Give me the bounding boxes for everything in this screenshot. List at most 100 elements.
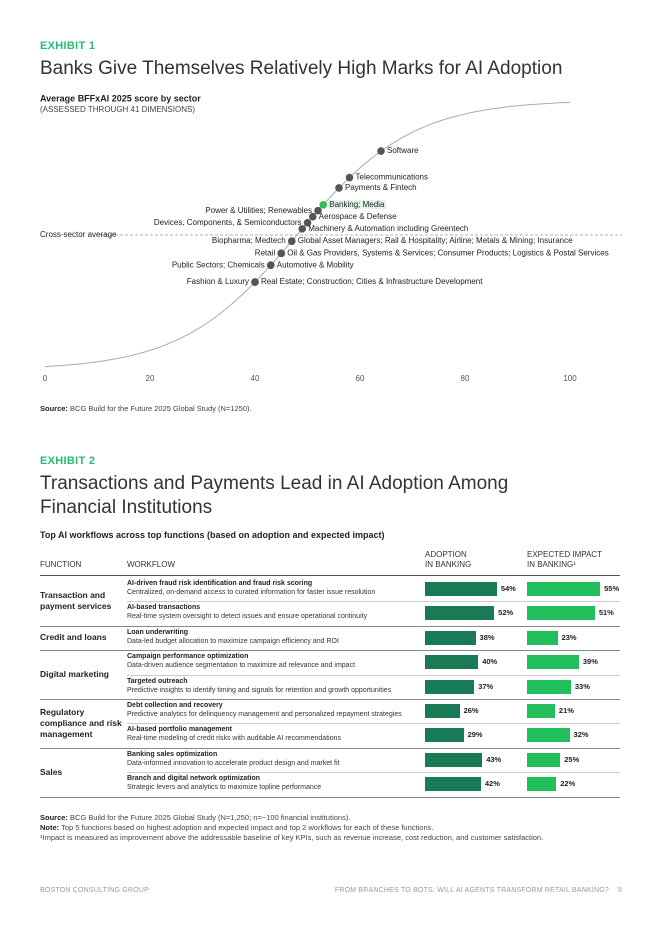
impact-label: 51% [598,608,614,618]
x-tick-label: 80 [461,374,470,383]
function-name: Credit and loans [40,626,122,650]
note-line: Note: Top 5 functions based on highest a… [40,823,640,833]
data-point [277,249,286,258]
label-highlight [328,199,386,209]
footer-left: BOSTON CONSULTING GROUP [40,887,149,894]
point-label: Fashion & Luxury [187,277,249,286]
workflow-name: Debt collection and recovery [127,702,223,709]
adoption-label: 40% [482,657,498,667]
impact-label: 23% [561,632,577,642]
adoption-label: 54% [500,584,516,593]
data-point [303,218,312,227]
row-rule [40,747,620,749]
point-label: Global Asset Managers; Rail & Hospitalit… [298,236,573,245]
x-tick-label: 100 [563,374,577,383]
workflow-name: Loan underwriting [127,628,189,636]
data-point [345,173,354,182]
data-point [287,237,296,245]
adoption-label: 52% [498,608,514,618]
workflow-name: Campaign performance optimization [127,653,249,661]
exhibit-title: Banks Give Themselves Relatively High Ma… [40,58,563,79]
workflow-description: Data-led budget allocation to maximize c… [127,637,339,645]
point-label: Real Estate; Construction; Cities & Infr… [261,277,483,286]
adoption-label: 29% [467,730,483,740]
row-rule [127,723,620,725]
workflow-description: Predictive analytics for delinquency man… [127,711,402,718]
table-title: Top AI workflows across top functions (b… [40,530,385,540]
workflow-description: Strategic levers and analytics to maximi… [127,784,322,792]
row-rule [40,650,620,652]
adoption-bar [425,655,479,670]
workflow-description: Real-time modeling of credit risks with … [127,735,341,743]
function-name: Regulatory compliance and risk managemen… [40,699,122,748]
note-label: Source: [40,813,68,822]
point-label: Banking; Media [329,200,385,209]
workflow-description: Data-informed innovation to accelerate p… [127,759,340,767]
page-number: 5 [617,887,622,894]
row-rule [40,796,620,798]
average-label: Cross-sector average [40,230,117,239]
header-rule [40,575,620,576]
note-text: BCG Build for the Future 2025 Global Stu… [70,404,252,413]
function-name: Digital marketing [40,650,122,699]
column-header: EXPECTED IMPACT IN BANKING¹ [527,550,602,569]
function-text: Regulatory compliance and risk managemen… [40,706,122,739]
function-text: Credit and loans [40,632,107,643]
workflow-name: AI-based portfolio management [127,726,233,734]
x-tick-label: 20 [146,374,155,383]
point-label: Aerospace & Defense [319,212,397,221]
impact-label: 33% [574,681,590,691]
note-label: Note: [40,823,60,832]
workflow-description: Centralized, on-demand access to curated… [127,589,376,596]
function-name: Transaction and payment services [40,577,122,626]
note-label: Source: [40,404,68,413]
adoption-bar [425,728,464,743]
data-point [377,147,385,155]
note-text: Top 5 functions based on highest adoptio… [61,823,434,832]
impact-bar [527,655,579,670]
impact-label: 21% [558,706,574,715]
impact-label: 22% [560,779,576,789]
impact-bar [527,582,601,596]
point-label: Biopharma; Medtech [212,236,286,245]
column-header: FUNCTION [40,560,82,569]
impact-bar [527,630,558,645]
adoption-bar [425,679,475,694]
column-header: WORKFLOW [127,560,175,569]
point-label: Telecommunications [356,173,428,182]
function-name: Sales [40,748,122,797]
impact-label: 32% [573,730,589,740]
adoption-label: 38% [479,632,495,642]
data-point [335,184,343,192]
adoption-label: 26% [463,706,479,715]
row-rule [127,601,620,603]
impact-bar [527,606,595,621]
row-rule [40,699,620,700]
data-point [251,278,259,286]
adoption-bar [425,704,460,718]
workflow-description: Data-driven audience segmentation to max… [127,662,356,670]
adoption-label: 43% [486,754,502,764]
scatter-chart: Average BFFxAI 2025 score by sector (ASS… [40,93,622,383]
point-label: Devices, Components, & Semiconductors [154,218,302,227]
adoption-bar [425,752,483,767]
exhibit-label: EXHIBIT 1 [40,40,96,52]
data-point [266,261,275,269]
table: FUNCTION WORKFLOW ADOPTION IN BANKING EXPEC… [40,550,620,798]
point-label: Public Sectors; Chemicals [172,260,265,269]
adoption-label: 42% [484,779,500,789]
function-text: Sales [40,766,63,777]
footer-right: FROM BRANCHES TO BOTS: WILL AI AGENTS TR… [334,887,609,894]
impact-label: 39% [582,657,598,667]
workflow-name: AI-based transactions [127,604,201,612]
impact-bar [527,752,561,767]
notes: Source: BCG Build for the Future 2025 Gl… [40,813,640,843]
impact-bar [527,704,555,718]
chart-subtitle: (ASSESSED THROUGH 41 DIMENSIONS) [40,105,195,114]
point-label: Payments & Fintech [345,183,417,192]
function-text: Digital marketing [40,669,109,680]
workflow-name: Banking sales optimization [127,750,218,758]
row-rule [127,772,620,774]
row-rule [40,625,620,627]
